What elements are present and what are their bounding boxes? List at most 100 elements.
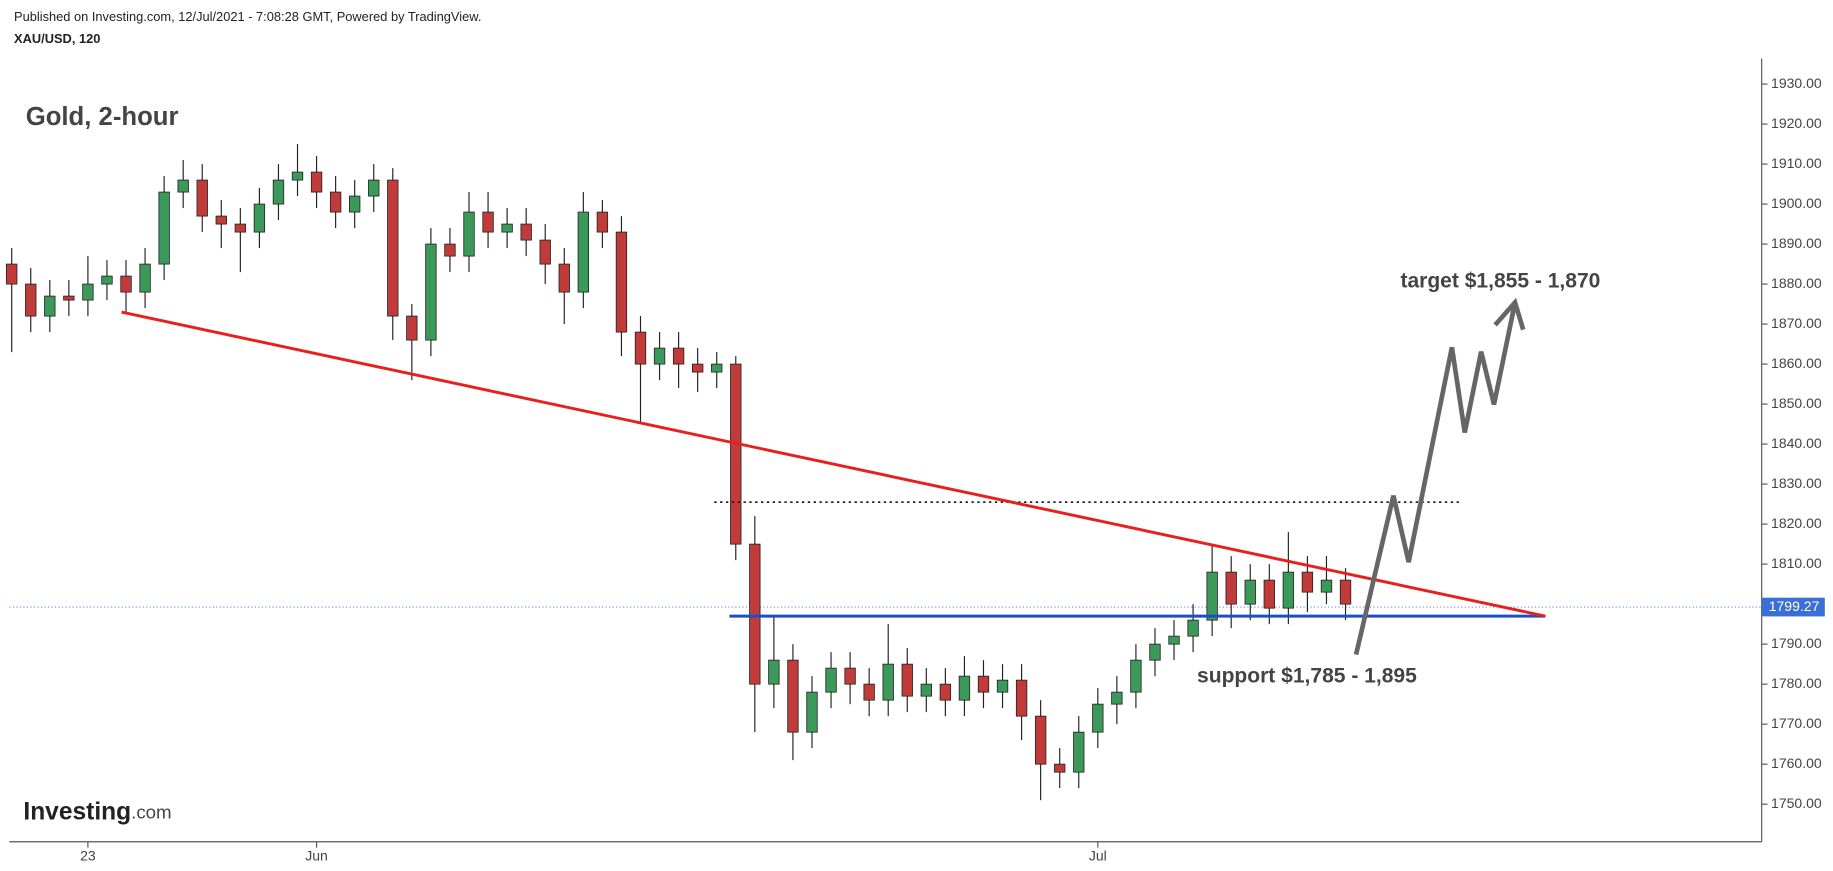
x-tick-label: Jul xyxy=(1089,848,1107,864)
y-tick-label: 1880.00 xyxy=(1771,275,1822,291)
y-tick-label: 1850.00 xyxy=(1771,395,1822,411)
candle-body xyxy=(958,675,971,701)
candle-body xyxy=(1339,579,1352,605)
candle-body xyxy=(1320,579,1333,593)
logo-suffix: .com xyxy=(131,802,171,823)
candle-body xyxy=(996,679,1009,693)
candle-body xyxy=(825,667,837,693)
y-tick-label: 1810.00 xyxy=(1771,555,1822,571)
candle-body xyxy=(711,363,723,373)
candle-body xyxy=(1168,635,1180,645)
logo: Investing.com xyxy=(23,799,171,826)
candle-body xyxy=(1034,715,1047,765)
candle-body xyxy=(844,667,856,685)
candle-body xyxy=(1054,763,1066,773)
candle-body xyxy=(196,179,208,217)
y-tick-label: 1860.00 xyxy=(1771,355,1822,371)
y-tick-label: 1870.00 xyxy=(1771,315,1822,331)
y-tick-label: 1760.00 xyxy=(1771,755,1822,771)
trendline xyxy=(121,310,1546,618)
logo-brand: Investing xyxy=(23,799,131,826)
y-tick-label: 1910.00 xyxy=(1771,155,1822,171)
last-price-label: 1799.27 xyxy=(1769,598,1820,614)
y-tick-label: 1750.00 xyxy=(1771,795,1822,811)
candle-body xyxy=(463,211,475,257)
candle-body xyxy=(177,179,189,193)
candle-body xyxy=(768,659,780,685)
candle-body xyxy=(653,347,666,365)
candle-body xyxy=(787,659,799,733)
symbol: XAU/USD, 120 xyxy=(14,31,100,46)
y-tick-label: 1770.00 xyxy=(1771,715,1822,731)
candle-body xyxy=(1282,571,1295,609)
candle-body xyxy=(482,211,494,233)
candle-body xyxy=(749,543,761,685)
candle-body xyxy=(25,283,37,317)
y-tick-label: 1930.00 xyxy=(1771,75,1822,91)
candle-body xyxy=(920,683,932,697)
candle-body xyxy=(1206,571,1218,621)
candle-body xyxy=(82,283,94,301)
candle-body xyxy=(1015,679,1028,717)
candle-body xyxy=(634,331,647,365)
candle-body xyxy=(1149,643,1161,661)
y-tick-label: 1820.00 xyxy=(1771,515,1822,531)
candle-body xyxy=(63,295,75,301)
projection xyxy=(1353,297,1526,656)
candle-body xyxy=(139,263,151,293)
candle-body xyxy=(215,215,227,225)
candle-body xyxy=(120,275,132,293)
candle-body xyxy=(1111,691,1123,705)
candle-body xyxy=(672,347,685,365)
candle-body xyxy=(44,295,56,317)
candle-body xyxy=(501,223,513,233)
candle-body xyxy=(939,683,952,701)
x-tick-label: 23 xyxy=(80,848,96,864)
candle-body xyxy=(882,663,894,701)
candle-body xyxy=(253,203,266,233)
chart-title: Gold, 2-hour xyxy=(26,103,179,131)
candle-body xyxy=(291,171,304,181)
candle-body xyxy=(310,171,323,193)
candle-body xyxy=(1073,731,1085,773)
candle-body xyxy=(691,363,704,373)
support-annotation: support $1,785 - 1,895 xyxy=(1197,664,1417,687)
y-tick-label: 1780.00 xyxy=(1771,675,1822,691)
candle-body xyxy=(596,211,609,233)
y-tick-label: 1790.00 xyxy=(1771,635,1822,651)
candle-body xyxy=(329,191,342,213)
candle-body xyxy=(577,211,590,293)
y-tick-label: 1830.00 xyxy=(1771,475,1822,491)
candle-body xyxy=(349,195,361,213)
candle-body xyxy=(1187,619,1199,637)
candle-body xyxy=(1244,579,1256,605)
candle-body xyxy=(234,223,247,233)
candle-body xyxy=(425,243,437,341)
candle-body xyxy=(539,239,551,265)
y-tick-label: 1890.00 xyxy=(1771,235,1822,251)
candle-body xyxy=(158,191,170,265)
candle-body xyxy=(101,275,113,285)
last-price-tag xyxy=(1761,597,1825,617)
candle-body xyxy=(387,179,399,317)
candle-body xyxy=(806,691,818,733)
y-tick-label: 1900.00 xyxy=(1771,195,1822,211)
candle-body xyxy=(730,363,742,545)
published-note: Published on Investing.com, 12/Jul/2021 … xyxy=(14,9,481,24)
candle-body xyxy=(368,179,380,197)
candle-body xyxy=(901,663,913,697)
y-tick-label: 1920.00 xyxy=(1771,115,1822,131)
candle-body xyxy=(977,675,990,693)
candle-body xyxy=(1263,579,1275,609)
candle-body xyxy=(1092,703,1104,733)
candle-body xyxy=(520,223,532,241)
candle-body xyxy=(863,683,875,701)
candle-body xyxy=(272,179,285,205)
candle-body xyxy=(1225,571,1237,605)
candle-body xyxy=(444,243,456,257)
candle-body xyxy=(1130,659,1142,693)
target-annotation: target $1,855 - 1,870 xyxy=(1400,269,1600,292)
x-tick-label: Jun xyxy=(305,848,328,864)
